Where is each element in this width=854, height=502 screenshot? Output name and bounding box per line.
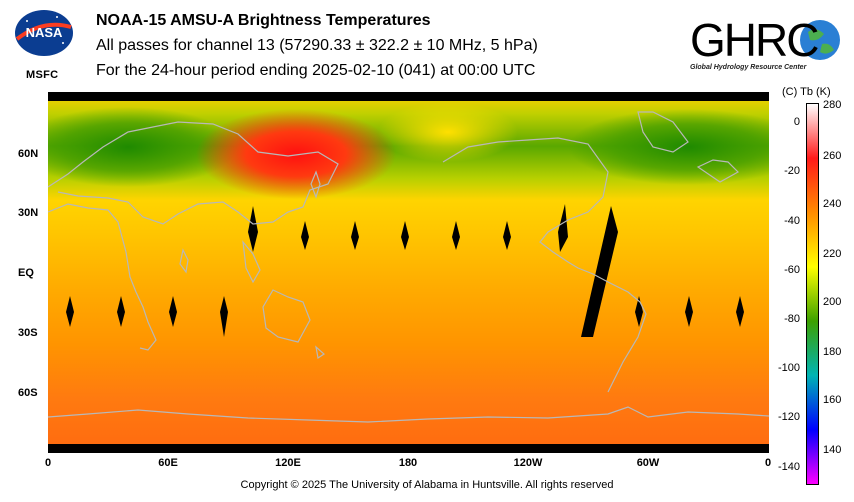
celsius-tick: -100	[777, 362, 800, 374]
kelvin-tick: 160	[823, 394, 842, 406]
celsius-tick: -80	[784, 313, 800, 325]
page-title: NOAA-15 AMSU-A Brightness Temperatures	[96, 12, 431, 29]
brightness-temperature-map	[48, 92, 769, 453]
kelvin-tick: 240	[823, 198, 842, 210]
lon-label-60w: 60W	[636, 457, 660, 469]
kelvin-tick: 180	[823, 346, 842, 358]
lat-label-eq: EQ	[18, 267, 34, 279]
channel-subtitle: All passes for channel 13 (57290.33 ± 32…	[96, 37, 538, 54]
lon-label-180: 180	[398, 457, 418, 469]
polar-gap-south	[48, 444, 769, 453]
kelvin-tick: 140	[823, 444, 842, 456]
lon-label-120e: 120E	[275, 457, 301, 469]
celsius-tick: -140	[777, 461, 800, 473]
lon-label-60e: 60E	[158, 457, 178, 469]
celsius-tick: -40	[784, 215, 800, 227]
ghrc-logo: GHRC	[690, 14, 840, 66]
lat-label-60n: 60N	[18, 148, 39, 160]
lat-label-30n: 30N	[18, 207, 39, 219]
msfc-label: MSFC	[26, 69, 59, 81]
nasa-logo: NASA	[15, 10, 73, 56]
celsius-tick: -60	[784, 264, 800, 276]
kelvin-tick: 200	[823, 296, 842, 308]
coastlines	[48, 111, 769, 423]
colorbar	[806, 103, 819, 485]
lon-label-0-west: 0	[44, 457, 52, 469]
lat-label-60s: 60S	[18, 387, 38, 399]
period-subtitle: For the 24-hour period ending 2025-02-10…	[96, 62, 536, 79]
stratospheric-warm-anomaly	[196, 109, 396, 199]
celsius-tick: -120	[777, 411, 800, 423]
ghrc-logo-text: GHRC	[690, 14, 818, 66]
kelvin-tick: 220	[823, 248, 842, 260]
lat-label-30s: 30S	[18, 327, 38, 339]
ghrc-subtitle: Global Hydrology Resource Center	[690, 64, 807, 71]
cold-region-atlantic	[568, 109, 769, 185]
colorbar-header: (C) Tb (K)	[782, 86, 831, 98]
cold-region-europe	[48, 107, 238, 187]
orbit-gaps	[66, 204, 744, 337]
warm-region-pacific	[378, 102, 518, 162]
kelvin-tick: 260	[823, 150, 842, 162]
copyright-footer: Copyright © 2025 The University of Alaba…	[240, 479, 614, 491]
lon-label-120w: 120W	[513, 457, 543, 469]
celsius-tick: 0	[793, 116, 800, 128]
lon-label-0-east: 0	[764, 457, 772, 469]
nasa-logo-text: NASA	[26, 25, 63, 40]
kelvin-tick: 280	[823, 99, 842, 111]
polar-gap-north	[48, 92, 769, 101]
celsius-tick: -20	[784, 165, 800, 177]
